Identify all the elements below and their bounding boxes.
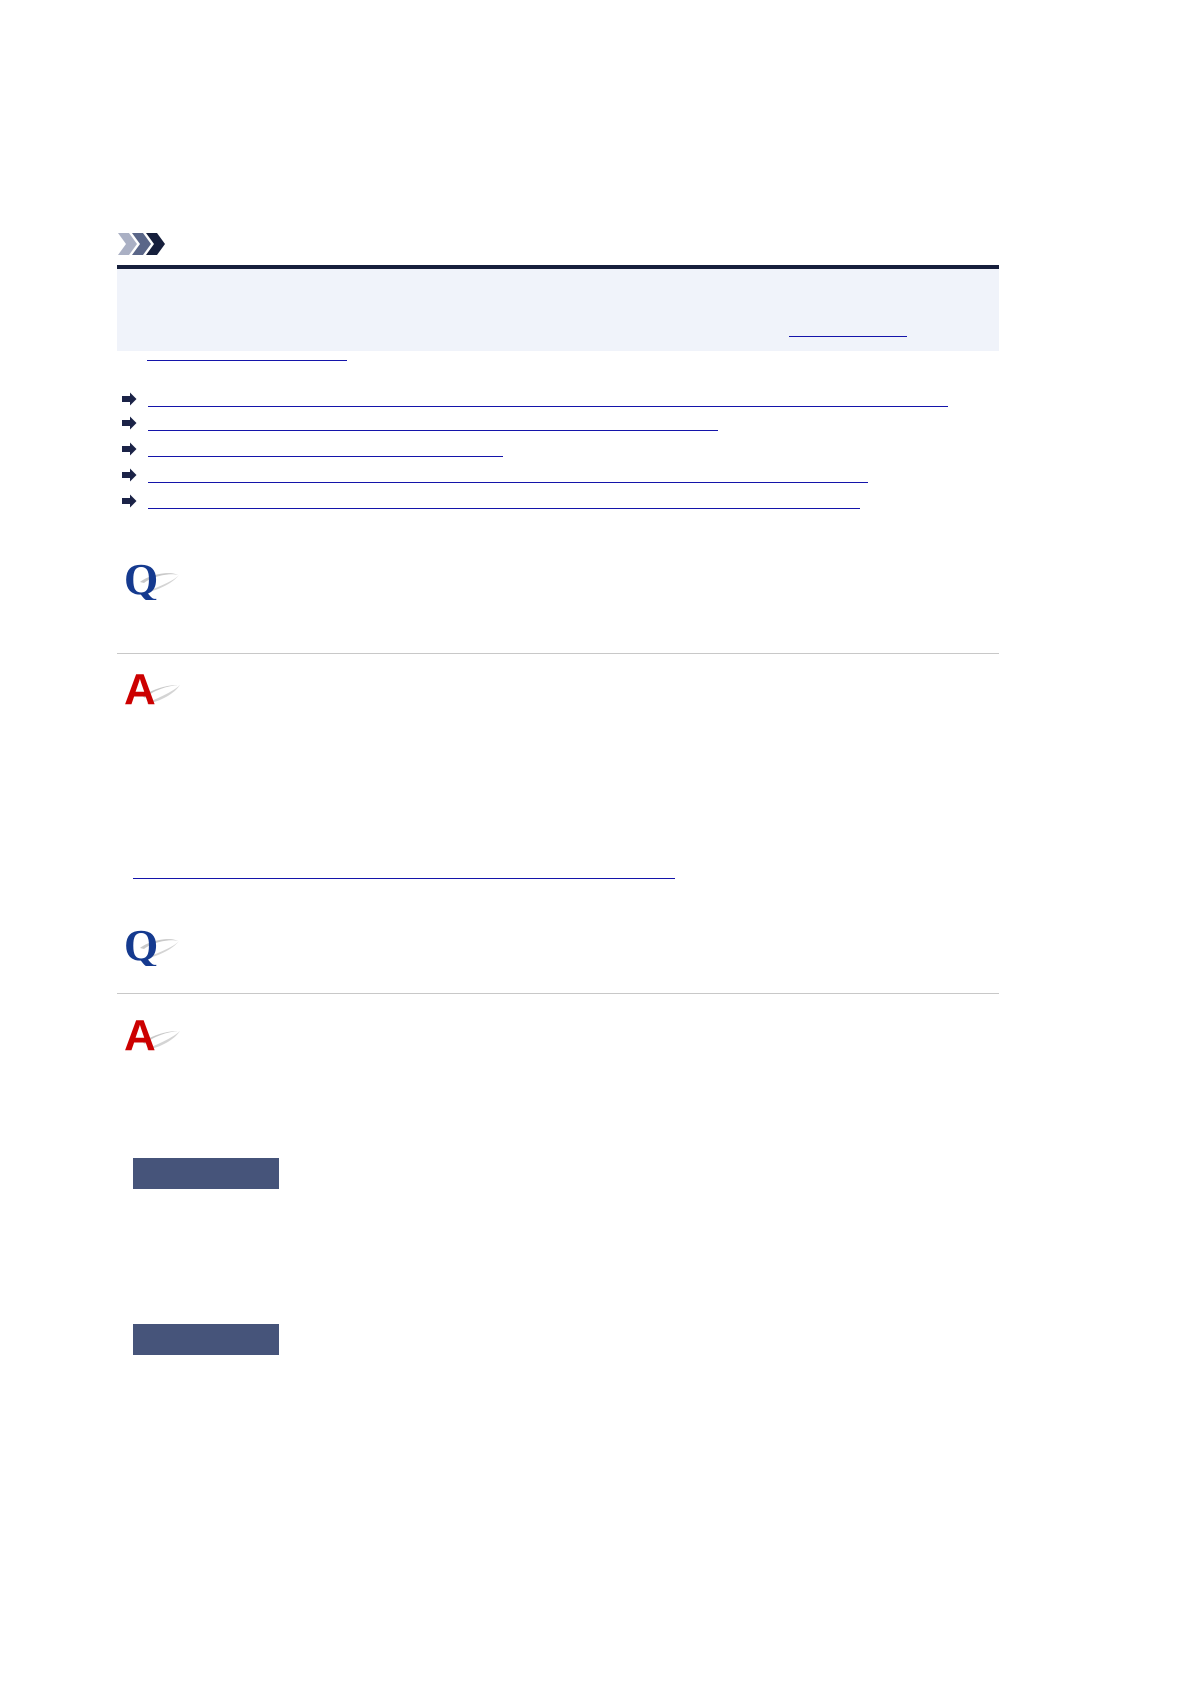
topic-link-1[interactable] xyxy=(148,391,948,407)
svg-text:A: A xyxy=(124,1011,156,1056)
question-marker-icon: Q xyxy=(120,552,184,600)
notice-link-1[interactable] xyxy=(789,321,907,337)
topic-link-5[interactable] xyxy=(148,493,860,509)
question-marker-icon: Q xyxy=(120,918,184,966)
step-label-bar-1 xyxy=(133,1158,279,1189)
answer-marker-icon: A xyxy=(120,662,184,710)
step-label-text-2 xyxy=(133,1324,279,1330)
separator-rule-2 xyxy=(117,993,999,994)
answer-marker-icon: A xyxy=(120,1008,184,1056)
faq-answer-link-1[interactable] xyxy=(133,862,675,879)
step-label-text-1 xyxy=(133,1158,279,1164)
arrow-right-icon xyxy=(122,392,137,406)
arrow-right-icon xyxy=(122,494,137,508)
arrow-right-icon xyxy=(122,416,137,430)
step-label-bar-2 xyxy=(133,1324,279,1355)
arrow-right-icon xyxy=(122,442,137,456)
svg-text:Q: Q xyxy=(124,921,158,966)
separator-rule-1 xyxy=(117,653,999,654)
triple-chevron-icon xyxy=(117,231,175,257)
notice-link-2[interactable] xyxy=(147,345,347,361)
arrow-right-icon xyxy=(122,468,137,482)
notice-box xyxy=(117,265,999,361)
topic-link-2[interactable] xyxy=(148,415,718,431)
svg-text:Q: Q xyxy=(124,555,158,600)
topic-link-4[interactable] xyxy=(148,467,868,483)
topic-link-3[interactable] xyxy=(148,441,503,457)
svg-text:A: A xyxy=(124,665,156,710)
